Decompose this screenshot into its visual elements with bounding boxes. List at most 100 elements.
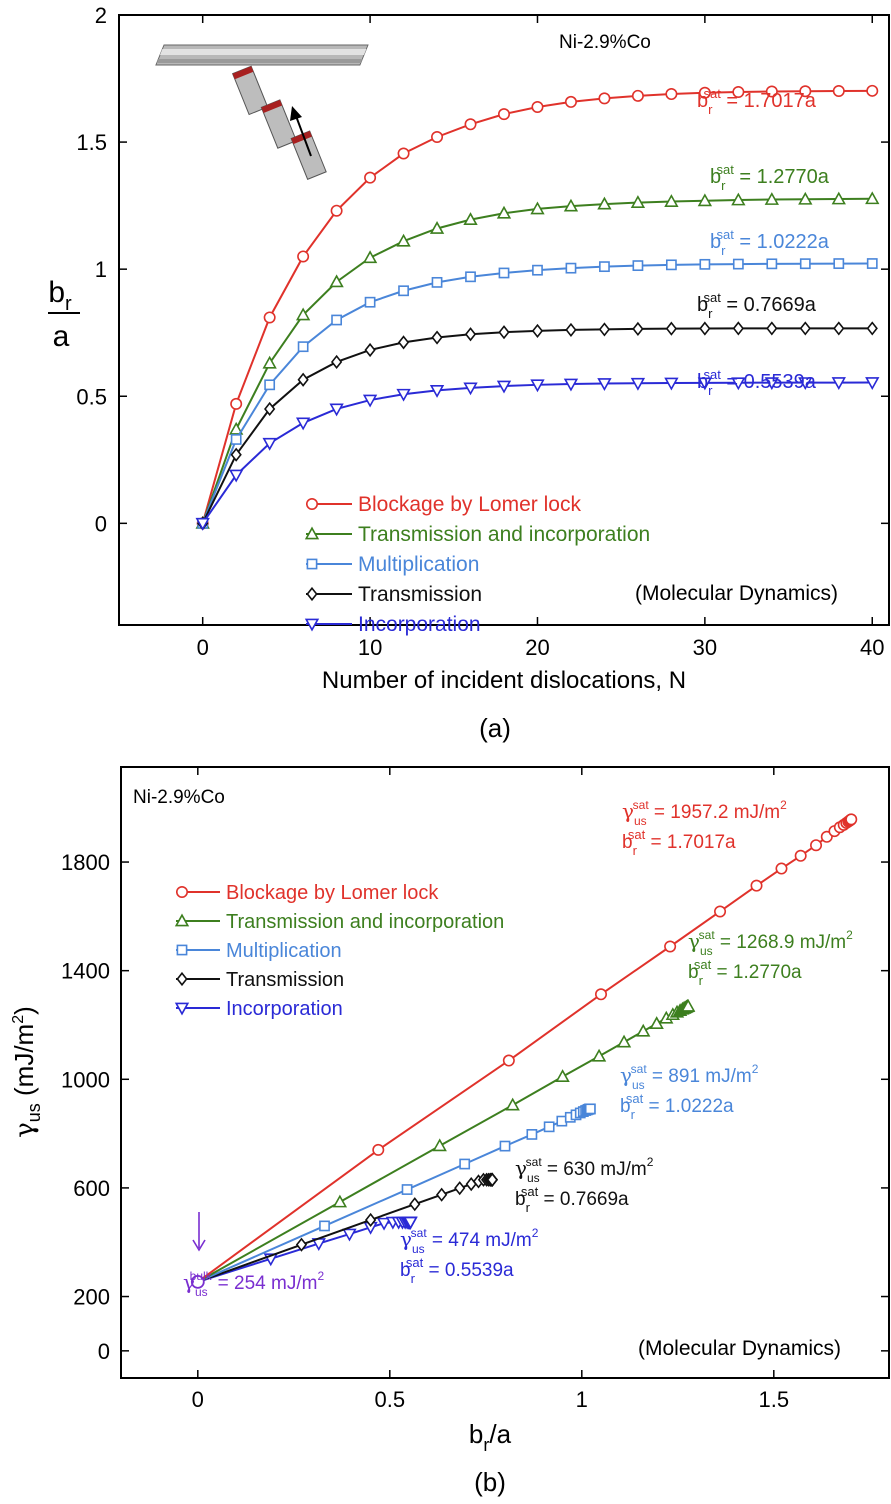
data-point [597, 378, 612, 391]
data-point [598, 322, 611, 337]
data-point [364, 1212, 377, 1228]
legend-entry: Incorporation [226, 998, 343, 1020]
y-tick-label: 1400 [61, 959, 110, 984]
legend-entry: Incorporation [358, 613, 481, 636]
panel-b-figure-label: (b) [474, 1467, 506, 1497]
data-point [297, 250, 310, 263]
panel-b-y-label: γus (mJ/m2) [9, 1006, 44, 1138]
legend-marker [306, 558, 318, 570]
data-point [297, 372, 309, 387]
x-tick-label: 1 [576, 1387, 588, 1412]
y-tick-label: 1.5 [76, 130, 107, 155]
legend-entry: Transmission [226, 969, 344, 991]
panel-b-ticks: 0 0.5 1 1.5 0 200 600 1000 1400 1800 [61, 767, 889, 1412]
bulk-annotation: γusbulk = 254 mJ/m2 [183, 1212, 324, 1299]
data-point [591, 1048, 607, 1062]
data-point [397, 147, 410, 160]
bulk-label: γusbulk = 254 mJ/m2 [183, 1269, 324, 1299]
panel-b-series [190, 813, 858, 1289]
data-point [714, 905, 727, 918]
legend-marker [305, 497, 318, 510]
data-point [845, 813, 858, 826]
y-tick-label: 0 [98, 1339, 110, 1364]
data-point [486, 1172, 498, 1187]
inset-arrow [295, 115, 312, 157]
data-point [665, 321, 678, 336]
data-point [599, 261, 610, 273]
data-point [631, 89, 644, 102]
panel-a-y-label-den: a [53, 320, 70, 353]
data-point [565, 322, 577, 337]
legend-entry: Multiplication [226, 940, 342, 962]
data-point [195, 517, 210, 531]
data-point [698, 86, 711, 99]
data-point [775, 862, 788, 875]
data-point [531, 101, 544, 114]
data-point [565, 262, 577, 274]
x-tick-label: 1.5 [759, 1387, 790, 1412]
data-point [794, 849, 807, 862]
y-tick-label: 1000 [61, 1067, 110, 1092]
data-point [463, 212, 478, 226]
data-point [498, 267, 510, 279]
data-point [832, 84, 845, 97]
data-point [496, 205, 512, 219]
data-point [230, 434, 242, 445]
data-point [831, 191, 846, 205]
y-tick-label: 0 [95, 511, 107, 536]
data-point [362, 394, 378, 408]
data-point [532, 264, 543, 276]
data-point [765, 85, 778, 98]
data-point [295, 1237, 308, 1252]
data-point [555, 1069, 570, 1082]
data-point [598, 92, 611, 105]
saturation-b-label: brsat = 0.7669a [515, 1184, 629, 1215]
panel-b-title: Ni-2.9%Co [133, 787, 225, 808]
panel-a-y-label-num: br [48, 276, 72, 315]
legend-marker [306, 586, 318, 602]
data-point [764, 192, 779, 205]
data-point [262, 355, 277, 369]
data-point [364, 342, 376, 358]
saturation-b-label: brsat = 1.7017a [622, 827, 736, 858]
saturation-gamma-label: γussat = 474 mJ/m2 [400, 1226, 539, 1256]
data-point [697, 377, 713, 391]
x-tick-label: 40 [860, 635, 884, 660]
saturation-gamma-label: γussat = 1268.9 mJ/m2 [688, 928, 853, 958]
legend-entry: Transmission and incorporation [358, 523, 650, 546]
data-point [699, 258, 711, 270]
data-point [505, 1097, 520, 1111]
bulk-point [190, 1274, 205, 1289]
data-point [498, 325, 510, 340]
legend-marker [176, 885, 189, 898]
saturation-gamma-label: γussat = 630 mJ/m2 [515, 1155, 654, 1185]
panel-a-title: Ni-2.9%Co [559, 32, 651, 53]
data-point [229, 421, 244, 435]
data-point [799, 85, 812, 98]
data-point [431, 330, 443, 345]
data-point [331, 314, 343, 326]
legend-entry: Transmission [358, 583, 482, 606]
data-point [833, 258, 845, 269]
data-point [396, 388, 411, 402]
data-point [531, 323, 544, 339]
data-point [295, 417, 311, 431]
x-tick-label: 30 [693, 635, 717, 660]
y-tick-label: 1800 [61, 850, 110, 875]
bulk-arrow-head [192, 1239, 206, 1252]
data-point [530, 379, 545, 393]
data-point [866, 84, 879, 97]
data-point [731, 192, 746, 206]
x-tick-label: 20 [525, 635, 549, 660]
panel-a-y-label: br a [48, 276, 80, 353]
data-point [502, 1054, 515, 1067]
legend-marker [176, 971, 188, 987]
data-point [597, 196, 612, 210]
data-point [865, 191, 880, 205]
data-point [401, 1184, 413, 1195]
data-point [397, 335, 410, 350]
saturation-label: brsat = 1.2770a [710, 162, 830, 193]
data-point [319, 1220, 330, 1232]
data-point [297, 341, 309, 353]
